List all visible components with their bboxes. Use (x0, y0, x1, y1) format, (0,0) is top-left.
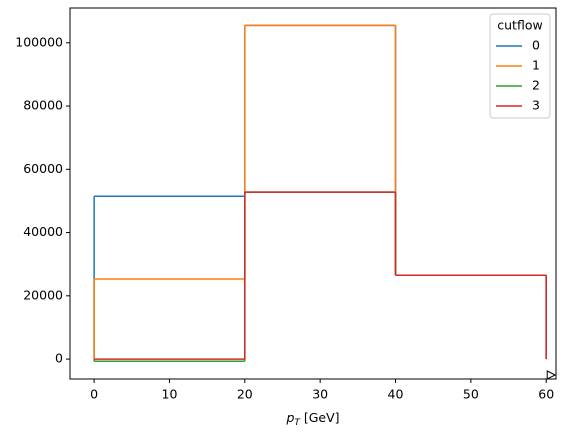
y-tick-label: 80000 (23, 98, 63, 113)
x-tick-label: 30 (312, 387, 328, 402)
legend-label: 0 (532, 38, 540, 53)
legend-label: 3 (532, 98, 540, 113)
overflow-marker (546, 370, 557, 380)
x-tick-label: 20 (237, 387, 253, 402)
y-tick-label: 0 (55, 351, 63, 366)
legend-label: 2 (532, 78, 540, 93)
legend-title: cutflow (497, 18, 542, 33)
y-tick-label: 60000 (23, 161, 63, 176)
legend-label: 1 (532, 58, 540, 73)
x-tick-label: 50 (463, 387, 479, 402)
x-tick-label: 0 (90, 387, 98, 402)
x-axis-label: pT [GeV] (285, 410, 339, 428)
y-tick-label: 100000 (15, 34, 63, 49)
x-tick-label: 40 (388, 387, 404, 402)
x-tick-label: 10 (162, 387, 178, 402)
plot-frame (69, 7, 557, 380)
y-tick-label: 20000 (23, 287, 63, 302)
y-tick-label: 40000 (23, 224, 63, 239)
legend: cutflow 0 1 2 3 (489, 13, 551, 119)
x-tick-label: 60 (538, 387, 554, 402)
